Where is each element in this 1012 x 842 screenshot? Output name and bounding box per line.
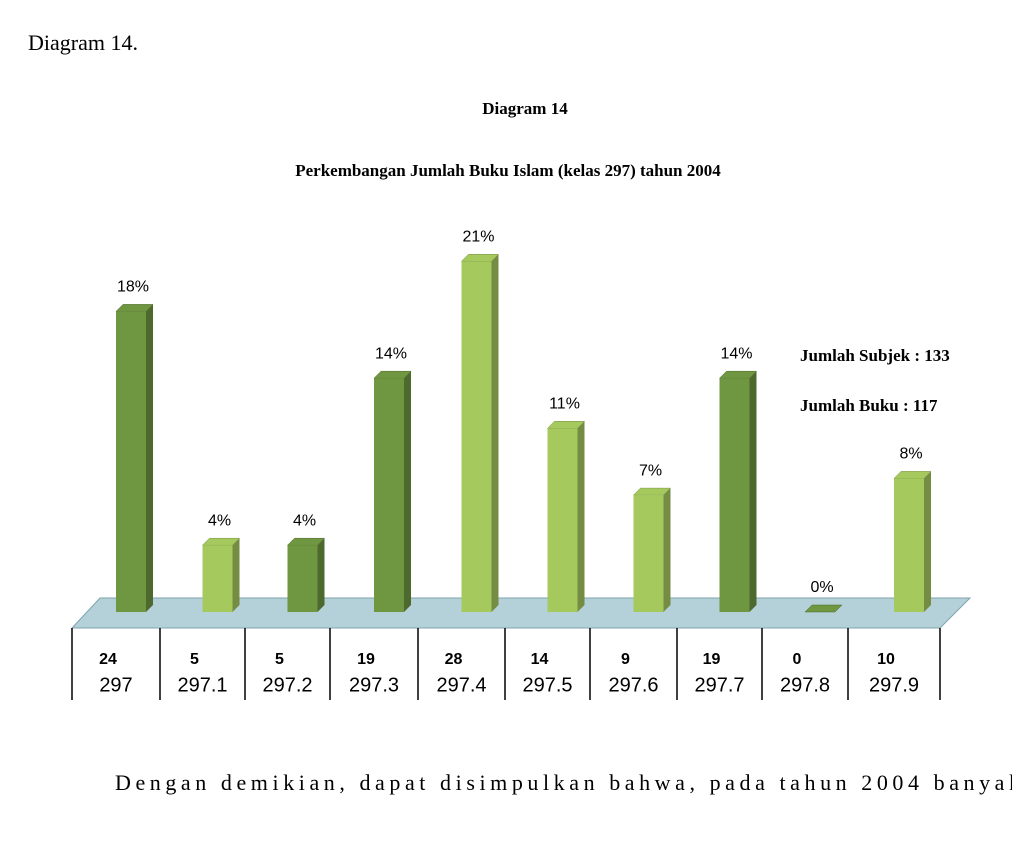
count-label: 28 <box>445 651 463 668</box>
value-label: 18% <box>117 279 149 296</box>
category-label: 297.1 <box>177 674 227 696</box>
bar-face <box>404 371 411 612</box>
count-label: 19 <box>357 651 375 668</box>
category-label: 297.6 <box>608 674 658 696</box>
bar <box>373 370 412 612</box>
bar-face <box>116 311 146 612</box>
category-label: 297.8 <box>780 674 830 696</box>
bar-face <box>894 478 924 612</box>
bar-face <box>547 428 578 612</box>
bar-face <box>374 378 404 612</box>
value-label: 14% <box>720 345 752 362</box>
bar <box>286 537 326 612</box>
category-label: 297.7 <box>694 674 744 696</box>
bar-face <box>924 471 931 612</box>
category-label: 297.3 <box>349 674 399 696</box>
count-label: 14 <box>531 651 549 668</box>
annotation: Jumlah Buku : 117 <box>800 396 938 415</box>
value-label: 11% <box>549 396 580 413</box>
chart-subtitle: Perkembangan Jumlah Buku Islam (kelas 29… <box>295 161 721 180</box>
bar-face <box>202 545 233 612</box>
paragraph: Dengan demikian, dapat disimpulkan bahwa… <box>115 770 1012 795</box>
bar-face <box>461 261 492 612</box>
count-label: 19 <box>703 651 721 668</box>
bar <box>632 487 672 612</box>
bar-face <box>146 304 153 612</box>
count-label: 24 <box>99 651 117 668</box>
bar-face <box>317 538 325 612</box>
bar-face <box>577 421 585 612</box>
heading: Diagram 14. <box>28 30 138 55</box>
annotation: Jumlah Subjek : 133 <box>800 346 950 365</box>
bar <box>546 421 586 612</box>
bar <box>718 370 758 612</box>
bar-face <box>232 538 240 612</box>
bar-face <box>749 371 757 612</box>
value-label: 4% <box>208 512 231 529</box>
bar-face <box>633 495 664 612</box>
value-label: 14% <box>375 345 407 362</box>
bar-face <box>663 488 671 612</box>
category-label: 297.2 <box>262 674 312 696</box>
count-label: 5 <box>275 651 284 668</box>
value-label: 7% <box>639 462 662 479</box>
value-label: 21% <box>462 229 494 246</box>
bar <box>804 604 843 613</box>
category-label: 297.4 <box>436 674 486 696</box>
category-label: 297.9 <box>869 674 919 696</box>
count-label: 5 <box>190 651 199 668</box>
bar-face <box>491 254 499 613</box>
bar-face <box>804 604 843 613</box>
category-label: 297 <box>99 674 132 696</box>
bar-face <box>287 545 318 612</box>
bar <box>201 537 241 612</box>
value-label: 4% <box>293 512 316 529</box>
bar <box>460 254 500 613</box>
category-label: 297.5 <box>522 674 572 696</box>
value-label: 8% <box>899 446 922 463</box>
chart-title: Diagram 14 <box>482 99 568 118</box>
count-label: 10 <box>877 651 895 668</box>
bar <box>893 471 932 612</box>
bar-face <box>719 378 750 612</box>
count-label: 0 <box>793 651 802 668</box>
value-label: 0% <box>810 579 833 596</box>
bar <box>115 304 154 612</box>
count-label: 9 <box>621 651 630 668</box>
